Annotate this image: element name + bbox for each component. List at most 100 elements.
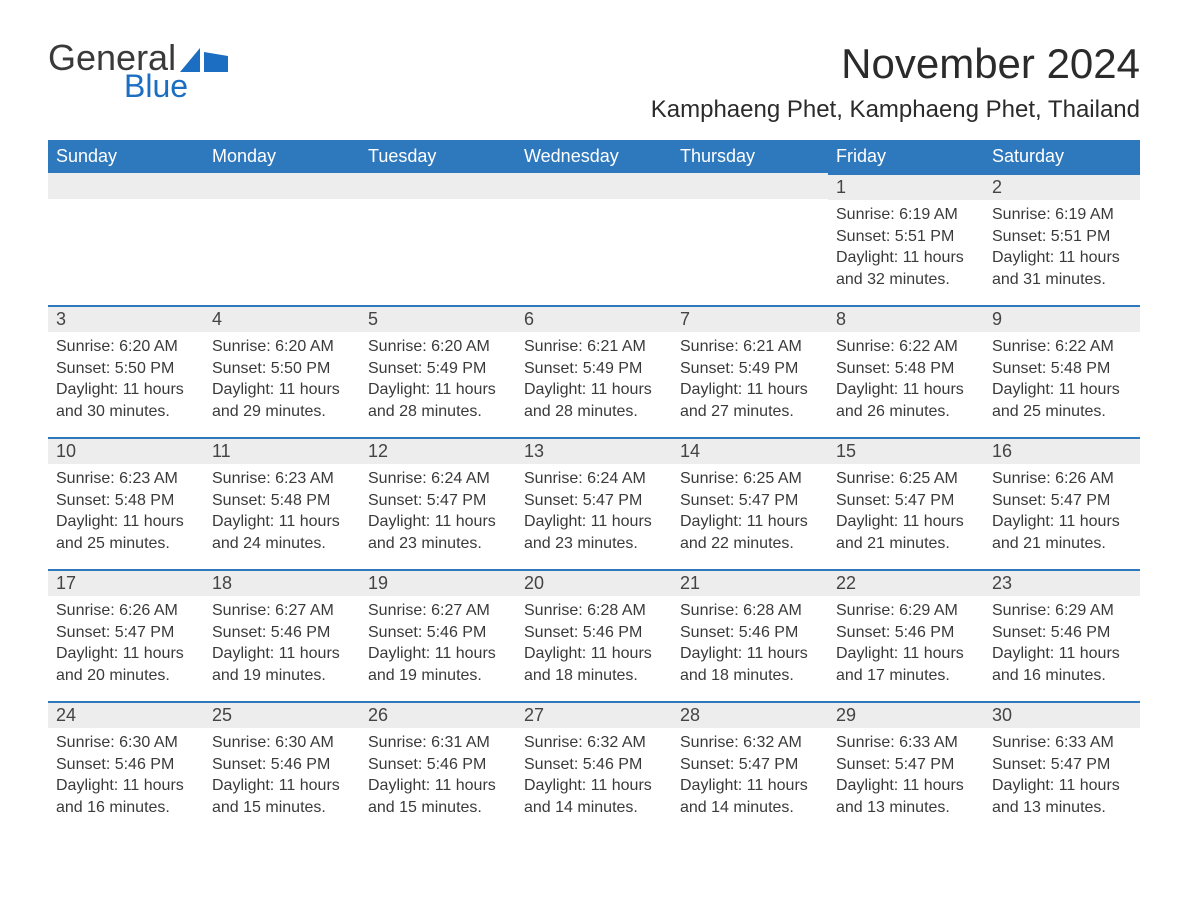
day-detail-line: Sunrise: 6:26 AM [992,468,1132,490]
day-detail-line: and 15 minutes. [212,797,352,819]
day-number-bar [204,173,360,199]
day-detail-line: Daylight: 11 hours [992,379,1132,401]
page-header: General Blue November 2024 Kamphaeng Phe… [48,40,1140,124]
day-number-bar: 3 [48,305,204,332]
day-detail-line: Sunset: 5:48 PM [212,490,352,512]
day-detail-line: and 18 minutes. [680,665,820,687]
day-detail-line: Daylight: 11 hours [836,643,976,665]
day-detail-line: and 25 minutes. [56,533,196,555]
day-detail-line: Sunset: 5:47 PM [836,754,976,776]
day-detail-line: Sunrise: 6:25 AM [680,468,820,490]
day-details: Sunrise: 6:31 AMSunset: 5:46 PMDaylight:… [360,728,516,826]
day-number-bar: 8 [828,305,984,332]
day-detail-line: Daylight: 11 hours [524,775,664,797]
day-details: Sunrise: 6:29 AMSunset: 5:46 PMDaylight:… [828,596,984,694]
calendar-day-cell: 4Sunrise: 6:20 AMSunset: 5:50 PMDaylight… [204,305,360,437]
calendar-table: Sunday Monday Tuesday Wednesday Thursday… [48,140,1140,833]
calendar-day-cell: 27Sunrise: 6:32 AMSunset: 5:46 PMDayligh… [516,701,672,833]
calendar-day-cell: 6Sunrise: 6:21 AMSunset: 5:49 PMDaylight… [516,305,672,437]
calendar-day-cell: 15Sunrise: 6:25 AMSunset: 5:47 PMDayligh… [828,437,984,569]
day-detail-line: Daylight: 11 hours [680,643,820,665]
day-detail-line: Daylight: 11 hours [680,511,820,533]
day-detail-line: Daylight: 11 hours [836,775,976,797]
calendar-day-cell: 2Sunrise: 6:19 AMSunset: 5:51 PMDaylight… [984,173,1140,305]
day-detail-line: and 19 minutes. [368,665,508,687]
day-detail-line: Daylight: 11 hours [212,511,352,533]
day-number-bar: 25 [204,701,360,728]
day-detail-line: Sunrise: 6:21 AM [680,336,820,358]
day-detail-line: Sunset: 5:46 PM [368,754,508,776]
day-detail-line: Sunset: 5:48 PM [836,358,976,380]
day-details: Sunrise: 6:30 AMSunset: 5:46 PMDaylight:… [204,728,360,826]
day-number-bar: 15 [828,437,984,464]
day-detail-line: Sunset: 5:46 PM [212,622,352,644]
day-number-bar: 27 [516,701,672,728]
day-detail-line: Daylight: 11 hours [680,379,820,401]
calendar-week-row: 17Sunrise: 6:26 AMSunset: 5:47 PMDayligh… [48,569,1140,701]
weekday-header: Monday [204,140,360,173]
day-details: Sunrise: 6:25 AMSunset: 5:47 PMDaylight:… [828,464,984,562]
day-detail-line: Sunset: 5:51 PM [992,226,1132,248]
calendar-week-row: 3Sunrise: 6:20 AMSunset: 5:50 PMDaylight… [48,305,1140,437]
day-detail-line: Daylight: 11 hours [680,775,820,797]
calendar-week-row: 1Sunrise: 6:19 AMSunset: 5:51 PMDaylight… [48,173,1140,305]
day-details: Sunrise: 6:32 AMSunset: 5:47 PMDaylight:… [672,728,828,826]
day-detail-line: Daylight: 11 hours [368,379,508,401]
calendar-day-cell: 16Sunrise: 6:26 AMSunset: 5:47 PMDayligh… [984,437,1140,569]
day-detail-line: Sunrise: 6:29 AM [992,600,1132,622]
calendar-day-cell: 22Sunrise: 6:29 AMSunset: 5:46 PMDayligh… [828,569,984,701]
day-details: Sunrise: 6:19 AMSunset: 5:51 PMDaylight:… [984,200,1140,298]
day-detail-line: Daylight: 11 hours [524,511,664,533]
day-detail-line: Sunrise: 6:26 AM [56,600,196,622]
day-number-bar: 13 [516,437,672,464]
day-detail-line: Daylight: 11 hours [836,511,976,533]
day-detail-line: and 21 minutes. [836,533,976,555]
day-detail-line: Sunrise: 6:32 AM [524,732,664,754]
day-number-bar: 30 [984,701,1140,728]
day-details: Sunrise: 6:28 AMSunset: 5:46 PMDaylight:… [672,596,828,694]
calendar-day-cell: 1Sunrise: 6:19 AMSunset: 5:51 PMDaylight… [828,173,984,305]
day-detail-line: Daylight: 11 hours [212,775,352,797]
calendar-day-cell: 20Sunrise: 6:28 AMSunset: 5:46 PMDayligh… [516,569,672,701]
day-details: Sunrise: 6:23 AMSunset: 5:48 PMDaylight:… [48,464,204,562]
day-detail-line: and 29 minutes. [212,401,352,423]
calendar-day-cell: 23Sunrise: 6:29 AMSunset: 5:46 PMDayligh… [984,569,1140,701]
calendar-day-cell: 19Sunrise: 6:27 AMSunset: 5:46 PMDayligh… [360,569,516,701]
day-details: Sunrise: 6:20 AMSunset: 5:49 PMDaylight:… [360,332,516,430]
day-detail-line: Sunrise: 6:27 AM [212,600,352,622]
calendar-day-cell [516,173,672,305]
weekday-header: Friday [828,140,984,173]
day-detail-line: Sunset: 5:50 PM [212,358,352,380]
weekday-header: Wednesday [516,140,672,173]
day-detail-line: Sunset: 5:46 PM [836,622,976,644]
day-detail-line: Sunset: 5:46 PM [680,622,820,644]
day-detail-line: Sunset: 5:48 PM [992,358,1132,380]
calendar-day-cell: 8Sunrise: 6:22 AMSunset: 5:48 PMDaylight… [828,305,984,437]
day-detail-line: Sunset: 5:47 PM [524,490,664,512]
day-detail-line: and 30 minutes. [56,401,196,423]
calendar-week-row: 10Sunrise: 6:23 AMSunset: 5:48 PMDayligh… [48,437,1140,569]
day-detail-line: Sunset: 5:51 PM [836,226,976,248]
day-details: Sunrise: 6:33 AMSunset: 5:47 PMDaylight:… [984,728,1140,826]
day-detail-line: Sunrise: 6:33 AM [992,732,1132,754]
day-number-bar: 18 [204,569,360,596]
day-number-bar: 22 [828,569,984,596]
day-detail-line: and 23 minutes. [524,533,664,555]
calendar-day-cell: 25Sunrise: 6:30 AMSunset: 5:46 PMDayligh… [204,701,360,833]
day-detail-line: Sunrise: 6:22 AM [992,336,1132,358]
day-number-bar: 19 [360,569,516,596]
day-number-bar: 29 [828,701,984,728]
day-detail-line: Sunset: 5:46 PM [368,622,508,644]
calendar-day-cell: 18Sunrise: 6:27 AMSunset: 5:46 PMDayligh… [204,569,360,701]
day-detail-line: Sunset: 5:47 PM [992,754,1132,776]
day-details: Sunrise: 6:29 AMSunset: 5:46 PMDaylight:… [984,596,1140,694]
title-block: November 2024 Kamphaeng Phet, Kamphaeng … [651,40,1140,124]
calendar-day-cell: 28Sunrise: 6:32 AMSunset: 5:47 PMDayligh… [672,701,828,833]
day-detail-line: and 14 minutes. [680,797,820,819]
day-detail-line: and 13 minutes. [992,797,1132,819]
day-details: Sunrise: 6:22 AMSunset: 5:48 PMDaylight:… [828,332,984,430]
day-detail-line: and 23 minutes. [368,533,508,555]
day-number-bar: 7 [672,305,828,332]
day-details: Sunrise: 6:20 AMSunset: 5:50 PMDaylight:… [48,332,204,430]
day-details: Sunrise: 6:33 AMSunset: 5:47 PMDaylight:… [828,728,984,826]
